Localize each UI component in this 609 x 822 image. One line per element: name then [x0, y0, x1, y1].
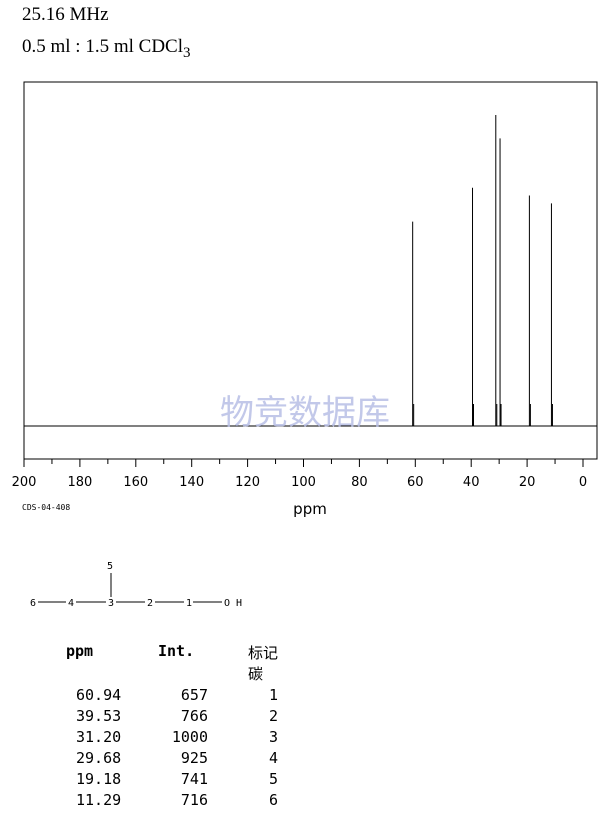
plot-frame	[23, 81, 598, 460]
header-int: Int.	[158, 642, 195, 660]
x-tick-label: 0	[579, 475, 587, 490]
cell-ppm: 31.20	[76, 727, 122, 746]
cell-carbon: 6	[268, 790, 278, 809]
table-row: 29.68 925 4	[66, 747, 278, 768]
x-tick-label: 60	[407, 475, 424, 490]
cell-ppm: 11.29	[76, 790, 122, 809]
atom-label-oh: O H	[224, 598, 242, 609]
table-header-row: ppm Int. 标记碳	[66, 642, 278, 684]
watermark: 物竞数据库	[220, 393, 390, 433]
solvent-text: 0.5 ml : 1.5 ml CDCl	[22, 36, 183, 57]
x-tick-label: 180	[67, 475, 92, 490]
table-row: 31.20 1000 3	[66, 726, 278, 747]
cell-int: 657	[180, 685, 208, 704]
cell-carbon: 2	[268, 706, 278, 725]
nmr-spectrum-chart: 200 180 160 140 120 100 80 60 40 20 0 物竞数据库 ppm	[12, 81, 598, 518]
cell-int: 1000	[171, 727, 208, 746]
x-tick-label: 20	[519, 475, 536, 490]
header-ppm: ppm	[66, 642, 94, 660]
cell-int: 716	[180, 790, 208, 809]
atom-label-4: 4	[68, 598, 74, 609]
cell-ppm: 19.18	[76, 769, 122, 788]
x-tick-label: 40	[463, 475, 480, 490]
table-row: 19.18 741 5	[66, 768, 278, 789]
cell-ppm: 60.94	[76, 685, 122, 704]
x-tick-label: 120	[235, 475, 260, 490]
cell-ppm: 39.53	[76, 706, 122, 725]
x-tick-label: 200	[12, 475, 37, 490]
spectrum-code: CDS-04-408	[22, 503, 71, 512]
atom-label-1: 1	[186, 598, 192, 609]
table-row: 11.29 716 6	[66, 789, 278, 810]
atom-label-5: 5	[107, 561, 113, 572]
x-axis-ticks: 200 180 160 140 120 100 80 60 40 20 0	[12, 459, 587, 490]
atom-label-3: 3	[108, 598, 114, 609]
table-row: 60.94 657 1	[66, 684, 278, 705]
solvent-subscript: 3	[183, 44, 191, 61]
atom-label-2: 2	[147, 598, 153, 609]
cell-int: 925	[180, 748, 208, 767]
x-tick-label: 100	[291, 475, 316, 490]
molecule-structure: 6 4 3 5 2 1 O H	[30, 561, 242, 609]
cell-int: 741	[180, 769, 208, 788]
x-tick-label: 80	[351, 475, 368, 490]
cell-int: 766	[180, 706, 208, 725]
peak-lines	[412, 115, 553, 426]
frequency-label: 25.16 MHz	[22, 4, 109, 25]
cell-carbon: 4	[268, 748, 278, 767]
cell-carbon: 1	[268, 685, 278, 704]
table-row: 39.53 766 2	[66, 705, 278, 726]
solvent-label: 0.5 ml : 1.5 ml CDCl3	[22, 36, 191, 62]
x-tick-label: 140	[179, 475, 204, 490]
x-axis-label: ppm	[293, 500, 327, 518]
x-tick-label: 160	[123, 475, 148, 490]
atom-label-6: 6	[30, 598, 36, 609]
cell-carbon: 5	[268, 769, 278, 788]
cell-carbon: 3	[268, 727, 278, 746]
cell-ppm: 29.68	[76, 748, 122, 767]
peak-table: ppm Int. 标记碳 60.94 657 1 39.53 766 2 31.…	[66, 642, 278, 810]
header-labeled-carbon: 标记碳	[248, 644, 279, 683]
